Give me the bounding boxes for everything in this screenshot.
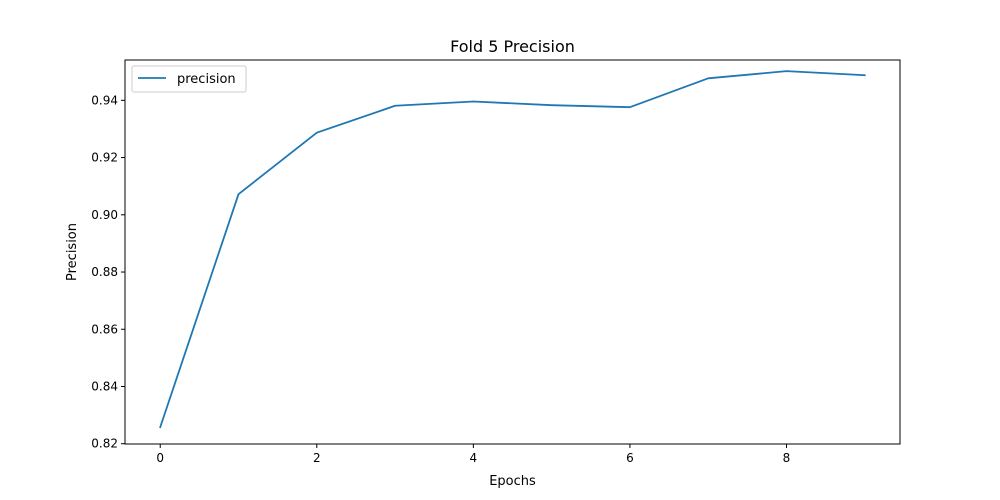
x-tick-label: 0 bbox=[156, 451, 164, 465]
x-tick-label: 8 bbox=[783, 451, 791, 465]
y-axis-ticks: 0.82 0.84 0.86 0.88 0.90 0.92 0.94 bbox=[91, 93, 125, 451]
y-tick-label: 0.82 bbox=[91, 437, 118, 451]
chart-title: Fold 5 Precision bbox=[450, 37, 575, 56]
series-layer bbox=[159, 70, 866, 429]
legend: precision bbox=[131, 65, 247, 93]
x-axis-label: Epochs bbox=[489, 474, 536, 489]
y-tick-label: 0.84 bbox=[91, 379, 118, 393]
y-tick-label: 0.90 bbox=[91, 208, 118, 222]
series-line-precision bbox=[159, 70, 866, 429]
legend-box bbox=[131, 65, 247, 93]
y-tick-label: 0.86 bbox=[91, 322, 118, 336]
y-tick-label: 0.92 bbox=[91, 151, 118, 165]
y-tick-label: 0.88 bbox=[91, 265, 118, 279]
x-tick-label: 6 bbox=[626, 451, 634, 465]
x-axis-ticks: 0 2 4 6 8 bbox=[156, 444, 790, 465]
legend-entry-precision: precision bbox=[177, 72, 236, 87]
y-axis-label: Precision bbox=[65, 223, 80, 281]
plot-frame bbox=[124, 59, 901, 445]
x-tick-label: 2 bbox=[313, 451, 321, 465]
y-tick-label: 0.94 bbox=[91, 93, 118, 107]
x-tick-label: 4 bbox=[470, 451, 478, 465]
